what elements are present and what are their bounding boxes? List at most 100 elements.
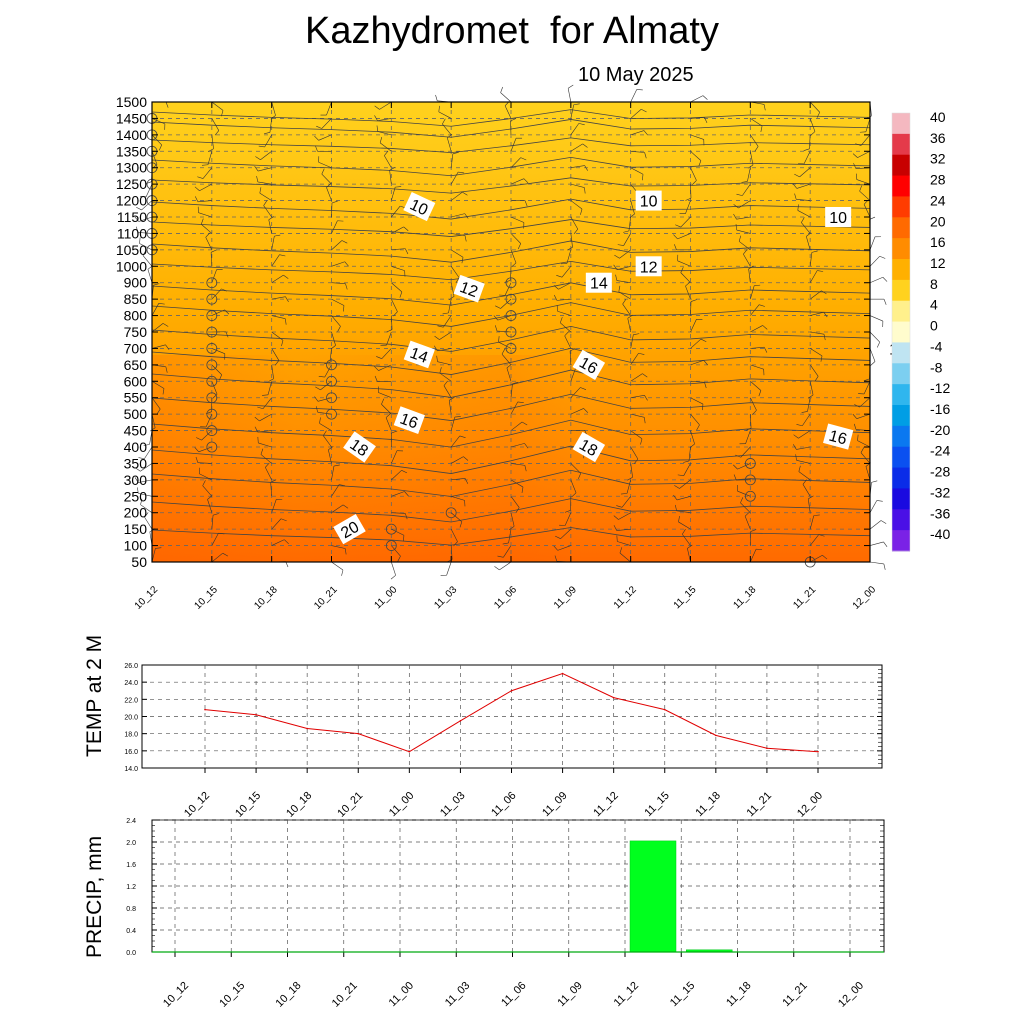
- wind-barb: [682, 534, 691, 546]
- wind-barb: [570, 123, 580, 136]
- wind-barb-flag: [144, 512, 149, 518]
- wind-barb: [809, 252, 813, 267]
- wind-barb-flag: [458, 171, 465, 174]
- calm-wind-marker: [206, 343, 218, 354]
- y-tick-label: 1200: [116, 193, 147, 209]
- wind-barb-flag: [283, 274, 289, 279]
- wind-barb-flag: [871, 480, 878, 483]
- wind-barb: [385, 417, 392, 431]
- wind-barb-flag: [374, 105, 380, 110]
- wind-barb-flag: [823, 334, 826, 341]
- temp-point: [817, 750, 819, 753]
- wind-barb-flag: [318, 375, 325, 378]
- colorbar-swatch: [892, 446, 910, 469]
- wind-barb: [378, 364, 392, 371]
- colorbar-label: 4: [930, 297, 938, 313]
- colorbar-swatch: [892, 259, 910, 281]
- wind-barb: [630, 430, 643, 440]
- wind-barb-flag: [258, 145, 265, 148]
- wind-barb: [391, 315, 393, 330]
- wind-barb-flag: [703, 360, 708, 366]
- wind-barb: [211, 381, 218, 395]
- wind-barb: [860, 134, 871, 146]
- wind-barb-flag: [500, 86, 504, 93]
- wind-barb-flag: [314, 135, 319, 141]
- contour-label-text: 12: [457, 279, 480, 301]
- wind-barb-flag: [511, 262, 517, 268]
- temp-x-tick-label: 10_18: [284, 790, 314, 820]
- wind-barb: [140, 504, 153, 513]
- wind-barb-flag: [200, 218, 204, 225]
- wind-barb-flag: [818, 534, 825, 537]
- wind-barb: [810, 331, 825, 335]
- wind-barb: [331, 220, 338, 234]
- wind-barb-flag: [333, 464, 340, 467]
- colorbar-label: -32: [930, 484, 950, 500]
- precip-x-tick-label: 11_15: [668, 980, 698, 1010]
- isotherm-line: [151, 393, 871, 421]
- wind-barb-flag: [221, 110, 224, 117]
- colorbar-swatch: [892, 238, 910, 260]
- isotherm-line: [151, 219, 871, 237]
- wind-barb: [201, 224, 213, 234]
- wind-barb-flag: [165, 344, 170, 350]
- wind-barb-flag: [690, 299, 697, 302]
- wind-barb-flag: [314, 396, 319, 402]
- wind-barb: [797, 210, 811, 218]
- precip-x-tick-label: 11_18: [724, 980, 754, 1010]
- wind-barb-flag: [738, 235, 742, 242]
- wind-barb: [737, 463, 751, 470]
- wind-barb-flag: [464, 478, 469, 484]
- colorbar-swatch: [892, 321, 910, 343]
- wind-barb: [138, 479, 153, 483]
- wind-barb: [144, 517, 153, 530]
- wind-barb: [857, 151, 871, 158]
- wind-barb-flag: [442, 312, 449, 315]
- wind-barb: [151, 323, 164, 333]
- wind-barb-flag: [284, 539, 289, 545]
- wind-barb: [570, 408, 584, 415]
- wind-barb: [450, 416, 456, 431]
- wind-barb-flag: [523, 178, 529, 184]
- wind-barb: [622, 303, 631, 316]
- wind-barb: [807, 397, 811, 412]
- calm-wind-marker: [206, 375, 218, 387]
- wind-barb-flag: [553, 285, 559, 290]
- wind-barb: [499, 561, 512, 571]
- wind-barb: [450, 171, 459, 185]
- wind-barb: [451, 456, 464, 464]
- calm-wind-marker: [744, 490, 756, 502]
- wind-barb-flag: [614, 254, 620, 259]
- wind-barb: [437, 361, 452, 366]
- contour-label: 14: [403, 340, 435, 369]
- wind-barb-flag: [280, 518, 287, 522]
- wind-barb: [677, 233, 691, 240]
- wind-barb-flag: [195, 456, 199, 463]
- wind-barb: [138, 493, 153, 497]
- colorbar-label: 32: [930, 151, 946, 167]
- wind-barb-flag: [754, 146, 759, 152]
- wind-barb-flag: [801, 411, 808, 413]
- contour-label-text: 14: [590, 276, 608, 293]
- wind-barb-flag: [194, 196, 199, 202]
- wind-barb: [198, 212, 212, 218]
- wind-barb-flag: [685, 281, 691, 287]
- wind-barb-flag: [615, 274, 618, 281]
- wind-barb-flag: [733, 204, 739, 209]
- wind-barb: [807, 498, 811, 513]
- wind-barb-flag: [384, 150, 389, 156]
- wind-barb: [570, 479, 577, 493]
- wind-barb-flag: [880, 520, 887, 524]
- wind-barb-flag: [743, 249, 748, 255]
- precip-x-tick-label: 11_03: [443, 980, 473, 1010]
- wind-barb: [391, 512, 406, 514]
- wind-barb: [798, 471, 811, 481]
- wind-barb: [617, 541, 631, 546]
- wind-barb-flag: [254, 426, 259, 433]
- wind-barb: [863, 204, 871, 218]
- wind-barb-flag: [374, 115, 378, 121]
- wind-barb: [740, 502, 751, 513]
- wind-barb: [389, 170, 392, 185]
- wind-barb-flag: [621, 493, 628, 495]
- wind-barb-flag: [201, 164, 209, 166]
